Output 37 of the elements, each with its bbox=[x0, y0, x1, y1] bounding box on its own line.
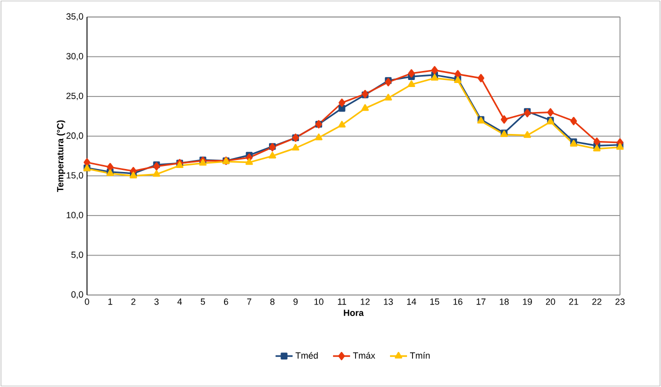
y-axis-title: Temperatura (°C) bbox=[56, 120, 66, 192]
legend-label: Tmín bbox=[410, 352, 430, 359]
x-tick-label: 11 bbox=[338, 298, 346, 305]
x-tick-label: 8 bbox=[270, 298, 274, 305]
legend-label: Tméd bbox=[296, 352, 318, 359]
x-tick-label: 20 bbox=[546, 298, 556, 305]
y-tick-label: 5,0 bbox=[71, 252, 84, 259]
x-axis-title: Hora bbox=[344, 310, 364, 316]
x-tick-label: 17 bbox=[476, 298, 486, 305]
x-tick-label: 14 bbox=[407, 298, 416, 305]
x-tick-label: 4 bbox=[177, 298, 182, 305]
x-tick-label: 7 bbox=[247, 298, 252, 305]
y-tick-label: 10,0 bbox=[66, 212, 84, 220]
x-tick-label: 21 bbox=[569, 298, 578, 305]
y-tick-label: 35,0 bbox=[66, 13, 84, 21]
x-tick-label: 1 bbox=[108, 298, 112, 305]
x-tick-label: 10 bbox=[314, 298, 324, 305]
x-tick-label: 13 bbox=[384, 298, 393, 305]
x-tick-label: 0 bbox=[84, 298, 90, 305]
x-tick-label: 22 bbox=[592, 298, 602, 305]
x-tick-label: 18 bbox=[500, 298, 509, 305]
x-tick-label: 6 bbox=[224, 298, 228, 305]
y-tick-label: 15,0 bbox=[66, 172, 84, 180]
y-tick-label: 20,0 bbox=[66, 132, 84, 140]
x-tick-label: 12 bbox=[360, 298, 370, 305]
legend-label: Tmáx bbox=[353, 352, 376, 359]
x-tick-label: 16 bbox=[453, 298, 462, 305]
y-tick-label: 0,0 bbox=[71, 291, 84, 299]
x-tick-label: 23 bbox=[615, 298, 625, 305]
x-tick-label: 3 bbox=[154, 298, 159, 305]
y-tick-label: 25,0 bbox=[66, 92, 84, 100]
y-tick-label: 30,0 bbox=[66, 53, 84, 60]
x-tick-label: 5 bbox=[200, 298, 205, 305]
x-tick-label: 9 bbox=[293, 298, 298, 305]
x-tick-label: 2 bbox=[131, 298, 136, 305]
x-tick-label: 15 bbox=[430, 298, 440, 305]
x-tick-label: 19 bbox=[523, 298, 532, 305]
